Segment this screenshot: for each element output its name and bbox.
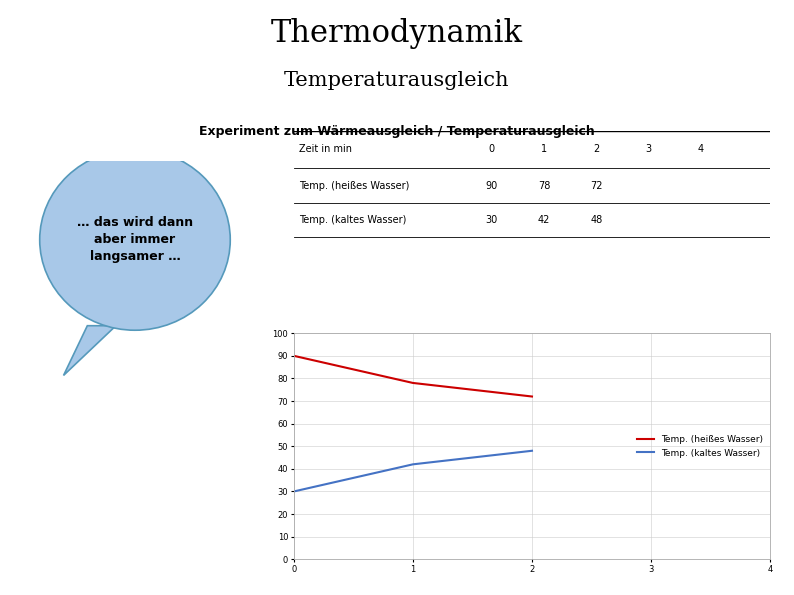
Legend: Temp. (heißes Wasser), Temp. (kaltes Wasser): Temp. (heißes Wasser), Temp. (kaltes Was… [634,433,765,460]
Text: 90: 90 [485,181,498,191]
Temp. (kaltes Wasser) [289,488,299,495]
Temp. (kaltes Wasser) [527,447,537,455]
Text: 0: 0 [488,143,495,154]
Text: 2: 2 [593,143,599,154]
Line: Temp. (kaltes Wasser): Temp. (kaltes Wasser) [294,451,532,491]
Temp. (heißes Wasser) [408,380,418,387]
Text: Experiment zum Wärmeausgleich / Temperaturausgleich: Experiment zum Wärmeausgleich / Temperat… [199,125,595,138]
Text: 78: 78 [538,181,550,191]
Text: 48: 48 [590,215,603,226]
Text: Thermodynamik: Thermodynamik [271,18,523,49]
Polygon shape [64,325,116,375]
Temp. (kaltes Wasser) [408,461,418,468]
Text: 3: 3 [646,143,652,154]
Line: Temp. (heißes Wasser): Temp. (heißes Wasser) [294,356,532,396]
Temp. (heißes Wasser) [289,352,299,359]
Circle shape [40,149,230,330]
Text: Temp. (heißes Wasser): Temp. (heißes Wasser) [299,181,409,191]
Text: 42: 42 [538,215,550,226]
Text: 4: 4 [698,143,704,154]
Text: Zeit in min: Zeit in min [299,143,352,154]
Text: Temp. (kaltes Wasser): Temp. (kaltes Wasser) [299,215,406,226]
Temp. (heißes Wasser) [527,393,537,400]
Text: … das wird dann
aber immer
langsamer …: … das wird dann aber immer langsamer … [77,217,193,263]
Text: 30: 30 [485,215,498,226]
Text: Temperaturausgleich: Temperaturausgleich [284,71,510,90]
Text: 72: 72 [590,181,603,191]
Text: 1: 1 [541,143,547,154]
